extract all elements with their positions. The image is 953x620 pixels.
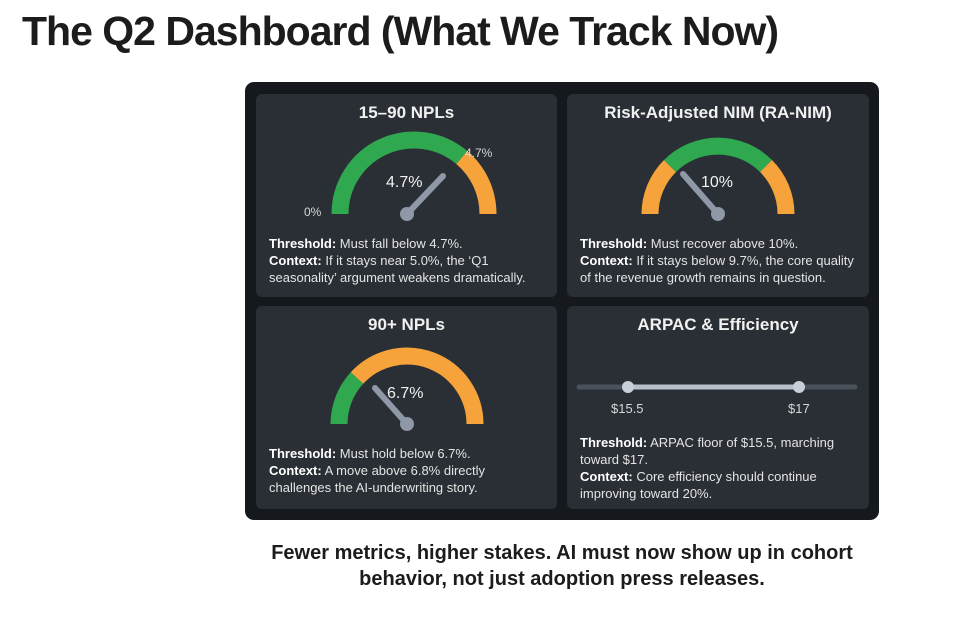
gauge-green-arc [331, 131, 468, 215]
panel-title: 90+ NPLs [367, 315, 445, 334]
panel-title: Risk-Adjusted NIM (RA-NIM) [604, 103, 832, 122]
gauge-hub [400, 207, 414, 221]
panel-90-plus-npls: 90+ NPLs 6.7% Threshold: Must hold below… [256, 306, 557, 509]
gauge-orange-arc-right [759, 159, 795, 215]
gauge-orange-arc [641, 159, 677, 215]
panel-description: Threshold: Must fall below 4.7%. Context… [269, 235, 549, 286]
slider-end-label: $17 [788, 401, 810, 416]
panel-title: ARPAC & Efficiency [637, 315, 799, 334]
context-text: Core efficiency should continue improvin… [580, 469, 817, 501]
context-label: Context: [580, 253, 633, 268]
panel-15-90-npls: 15–90 NPLs 4.7% 0% 4.7% Threshold: Must … [256, 94, 557, 297]
gauge-min-label: 0% [304, 205, 322, 219]
threshold-label: Threshold: [269, 446, 337, 461]
gauge-needle [372, 385, 410, 427]
slider-end-handle [793, 381, 805, 393]
gauge-90-plus-npls [330, 347, 484, 431]
gauge-needle [404, 173, 446, 217]
gauge-value: 10% [701, 174, 734, 191]
panel-description: Threshold: Must hold below 6.7%. Context… [269, 445, 549, 496]
gauge-orange-arc [350, 347, 484, 425]
panel-arpac-efficiency: ARPAC & Efficiency $15.5 $17 Threshold: … [567, 306, 869, 509]
gauge-marker-label: 4.7% [465, 146, 493, 160]
gauge-needle [680, 171, 721, 217]
gauge-green-arc [664, 137, 772, 173]
panel-title: 15–90 NPLs [358, 103, 455, 122]
threshold-text: Must hold below 6.7%. [336, 446, 471, 461]
threshold-label: Threshold: [580, 435, 648, 450]
gauge-hub [711, 207, 725, 221]
context-label: Context: [580, 469, 633, 484]
panel-description: Threshold: ARPAC floor of $15.5, marchin… [580, 434, 861, 502]
threshold-text: Must recover above 10%. [647, 236, 799, 251]
gauge-green-arc [330, 372, 364, 425]
threshold-text: ARPAC floor of $15.5, marching toward $1… [580, 435, 835, 467]
context-label: Context: [269, 253, 322, 268]
threshold-label: Threshold: [269, 236, 337, 251]
gauge-value: 6.7% [387, 385, 424, 402]
gauge-hub [400, 417, 414, 431]
gauge-value: 4.7% [386, 174, 423, 191]
threshold-text: Must fall below 4.7%. [336, 236, 463, 251]
arpac-slider [576, 381, 858, 393]
gauge-orange-arc [456, 151, 497, 215]
context-text: If it stays below 9.7%, the core quality… [580, 253, 854, 285]
context-text: A move above 6.8% directly challenges th… [269, 463, 486, 495]
context-label: Context: [269, 463, 322, 478]
slider-start-label: $15.5 [611, 401, 644, 416]
panel-ra-nim: Risk-Adjusted NIM (RA-NIM) 10% Threshold… [567, 94, 869, 297]
gauge-ra-nim [641, 137, 795, 221]
gauge-15-90-npls [331, 131, 497, 221]
slider-start-handle [622, 381, 634, 393]
threshold-label: Threshold: [580, 236, 648, 251]
context-text: If it stays near 5.0%, the ‘Q1 seasonali… [269, 253, 526, 285]
page-title: The Q2 Dashboard (What We Track Now) [22, 8, 779, 54]
footer-caption: Fewer metrics, higher stakes. AI must no… [271, 542, 853, 590]
panel-description: Threshold: Must recover above 10%. Conte… [580, 235, 861, 286]
